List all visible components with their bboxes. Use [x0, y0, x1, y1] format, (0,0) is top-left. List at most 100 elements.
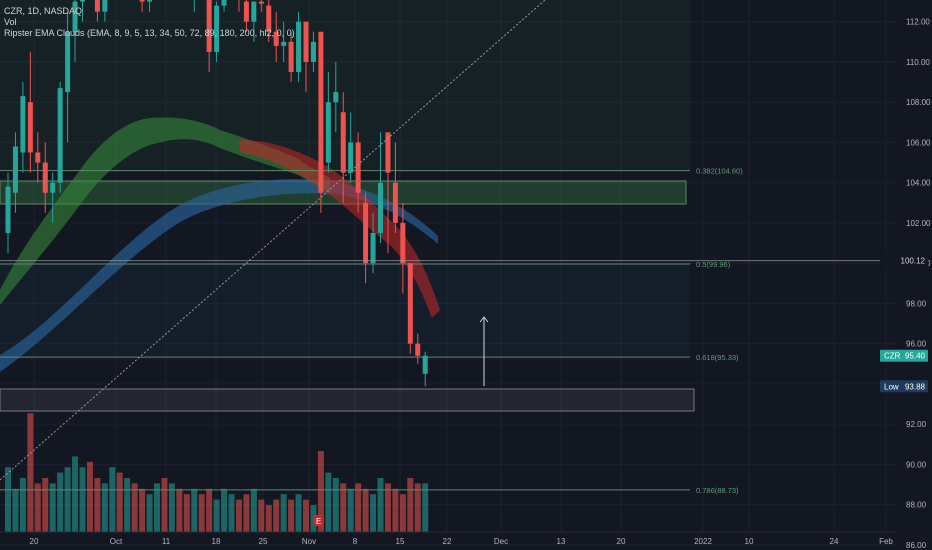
price-tick-label: 110.00	[906, 58, 930, 67]
line-price-tag-value: 100.12	[901, 257, 926, 266]
candle-body	[370, 232, 376, 264]
price-tick-label: 88.00	[906, 501, 927, 510]
candle-body	[310, 41, 316, 62]
volume-bar	[12, 488, 19, 532]
volume-bar	[399, 494, 406, 532]
volume-bar	[362, 488, 369, 532]
candle-body	[303, 21, 309, 62]
volume-bar	[243, 494, 250, 532]
volume-bar	[206, 488, 213, 532]
mid-ema-cloud	[0, 117, 330, 305]
volume-bar	[49, 483, 56, 532]
candle-body	[102, 0, 108, 12]
volume-bar	[370, 494, 377, 532]
volume-bars	[5, 413, 429, 532]
volume-bar	[27, 413, 34, 532]
earnings-marker[interactable]: E	[313, 515, 324, 526]
candle-body	[415, 343, 421, 356]
candle-body	[50, 182, 56, 193]
symbol-legend[interactable]: CZR, 1D, NASDAQ	[4, 6, 83, 16]
time-tick-label: 2022	[694, 537, 712, 546]
volume-bar	[191, 488, 198, 532]
time-axis[interactable]: 20 Oct 11 18 25 Nov 8 15 22 Dec 13 20 2022 10 24 Feb	[0, 531, 897, 546]
time-tick-label: Nov	[302, 537, 316, 546]
time-tick-label: Feb	[879, 537, 893, 546]
candle-body	[221, 0, 227, 6]
candle-body	[20, 96, 26, 153]
drawings[interactable]: E	[0, 0, 897, 526]
candle-body	[333, 92, 339, 103]
volume-bar	[198, 494, 205, 532]
volume-bar	[317, 451, 324, 532]
candle-body	[27, 102, 33, 153]
candle-body	[296, 21, 302, 73]
price-tick-label: 104.00	[906, 179, 931, 188]
indicator-legend[interactable]: Ripster EMA Clouds (EMA, 8, 9, 5, 13, 34…	[4, 28, 295, 38]
earnings-label: E	[316, 517, 321, 526]
candle-body	[281, 41, 287, 46]
support-zone	[0, 388, 695, 412]
price-tick-label: 96.00	[906, 340, 927, 349]
volume-bar	[131, 483, 138, 532]
volume-bar	[101, 483, 108, 532]
volume-bar	[183, 494, 190, 532]
candle-body	[12, 146, 18, 193]
volume-bar	[407, 478, 414, 532]
candle-body	[348, 142, 354, 173]
volume-legend[interactable]: Vol	[4, 17, 17, 27]
volume-bar	[392, 488, 399, 532]
fibonacci-levels[interactable]: 0(119.60)0.382(104.60)0.5(99.96)0.618(95…	[0, 0, 743, 495]
line-price-tag-bg	[880, 254, 928, 267]
price-tick-label: 92.00	[906, 420, 927, 429]
candle-body	[273, 31, 279, 46]
time-tick-label: 25	[259, 537, 268, 546]
time-tick-label: 8	[353, 537, 358, 546]
volume-bar	[86, 461, 93, 532]
time-tick-label: Oct	[110, 537, 123, 546]
time-tick-label: 22	[443, 537, 452, 546]
volume-bar	[94, 478, 101, 532]
candle-body	[378, 182, 383, 233]
candle-body	[400, 222, 406, 264]
candle-body	[363, 202, 369, 264]
fib-fill-zone	[0, 263, 690, 358]
fast-ema-cloud	[240, 140, 440, 318]
candle-body	[214, 5, 220, 52]
arrow-head-icon	[479, 316, 489, 323]
candle-body	[147, 0, 153, 2]
volume-bar	[288, 499, 295, 532]
candle-body	[392, 182, 398, 223]
fib-level-label: 0.618(95.33)	[696, 353, 739, 362]
volume-bar	[176, 488, 183, 532]
volume-bar	[325, 472, 332, 532]
volume-bar	[34, 483, 41, 532]
volume-bar	[116, 472, 123, 532]
volume-bar	[154, 483, 160, 532]
volume-bar	[414, 483, 421, 532]
time-tick-label: 20	[617, 537, 626, 546]
volume-bar	[340, 483, 347, 532]
volume-bar	[5, 467, 11, 532]
time-tick-label: 15	[396, 537, 405, 546]
volume-bar	[422, 483, 429, 532]
low-tag-bg	[880, 380, 928, 393]
candle-body	[35, 152, 41, 163]
price-tick-label: 102.00	[906, 219, 931, 228]
fib-level-label: 0.5(99.96)	[696, 260, 731, 269]
fib-level-label: 0.382(104.60)	[696, 167, 743, 176]
candlesticks	[5, 0, 428, 387]
candle-body	[42, 162, 48, 193]
earnings-icon	[313, 515, 324, 526]
candle-body	[258, 1, 264, 4]
ema-clouds	[0, 117, 440, 372]
candle-body	[72, 1, 78, 32]
candle-body	[80, 0, 85, 2]
volume-bar	[273, 499, 280, 532]
time-tick-label: 18	[212, 537, 221, 546]
candle-body	[340, 112, 346, 173]
candle-body	[288, 41, 294, 73]
volume-bar	[146, 494, 153, 532]
volume-bar	[19, 478, 26, 532]
